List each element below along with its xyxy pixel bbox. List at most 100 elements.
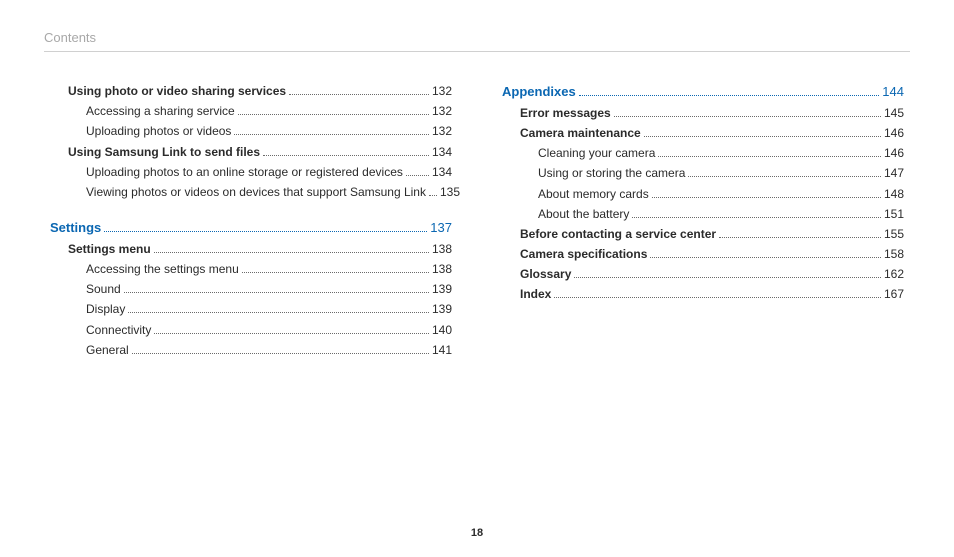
toc-entry[interactable]: Index 167 [520,285,904,304]
toc-entry-page: 158 [884,245,904,264]
toc-entry-page: 132 [432,82,452,101]
toc-entry[interactable]: Display 139 [86,300,452,319]
toc-entry-page: 148 [884,185,904,204]
toc-column: Appendixes144Error messages145Camera mai… [502,82,904,361]
toc-entry-label: Display [86,300,125,319]
toc-entry-page: 145 [884,104,904,123]
toc-entry-label: Accessing a sharing service [86,102,235,121]
toc-entry[interactable]: About the battery 151 [538,205,904,224]
page: Contents Using photo or video sharing se… [0,0,954,557]
toc-entry[interactable]: About memory cards 148 [538,185,904,204]
toc-column: Using photo or video sharing services 132… [50,82,452,361]
toc-entry-label: Uploading photos or videos [86,122,231,141]
toc-entry[interactable]: Using Samsung Link to send files 134 [68,143,452,162]
dot-leader [242,264,429,273]
toc-entry-page: 139 [432,280,452,299]
toc-entry-page: 147 [884,164,904,183]
toc-entry-page: 134 [432,163,452,182]
toc-entry[interactable]: Camera specifications158 [520,245,904,264]
toc-entry[interactable]: Viewing photos or videos on devices that… [86,183,452,202]
toc-entry-label: Viewing photos or videos on devices that… [86,183,426,202]
header-rule [44,51,910,52]
toc-entry[interactable]: Glossary 162 [520,265,904,284]
dot-leader [652,189,881,198]
toc-entry[interactable]: Accessing a sharing service 132 [86,102,452,121]
toc-entry-label: Appendixes [502,82,576,103]
toc-entry-label: Uploading photos to an online storage or… [86,163,403,182]
dot-leader [263,147,429,156]
toc-entry-page: 146 [884,144,904,163]
toc-entry-page: 151 [884,205,904,224]
toc-entry-page: 162 [884,265,904,284]
dot-leader [650,249,881,258]
dot-leader [104,223,427,232]
toc-entry-page: 137 [430,218,452,239]
toc-entry-label: Camera maintenance [520,124,641,143]
toc-entry-page: 135 [440,183,460,202]
toc-entry-page: 155 [884,225,904,244]
toc-entry-label: Connectivity [86,321,151,340]
toc-entry-label: Using Samsung Link to send files [68,143,260,162]
toc-entry-label: Cleaning your camera [538,144,655,163]
toc-entry-page: 138 [432,240,452,259]
dot-leader [644,128,881,137]
toc-entry-label: Index [520,285,551,304]
header-title: Contents [44,30,904,45]
toc-entry-label: Error messages [520,104,611,123]
toc-entry-label: Before contacting a service center [520,225,716,244]
toc-entry[interactable]: Camera maintenance 146 [520,124,904,143]
dot-leader [154,244,429,253]
toc-entry-page: 167 [884,285,904,304]
dot-leader [154,325,429,334]
toc-entry-page: 140 [432,321,452,340]
toc-entry-label: Accessing the settings menu [86,260,239,279]
toc-entry-label: Glossary [520,265,571,284]
toc-entry-label: About memory cards [538,185,649,204]
toc-columns: Using photo or video sharing services 132… [50,82,904,361]
dot-leader [238,106,429,115]
toc-entry-page: 139 [432,300,452,319]
toc-entry-page: 132 [432,102,452,121]
toc-entry[interactable]: General 141 [86,341,452,360]
dot-leader [579,87,880,96]
toc-entry[interactable]: Before contacting a service center 155 [520,225,904,244]
dot-leader [719,229,881,238]
dot-leader [658,148,881,157]
toc-entry-label: Sound [86,280,121,299]
dot-leader [688,168,881,177]
toc-entry[interactable]: Connectivity 140 [86,321,452,340]
toc-entry-label: Settings menu [68,240,151,259]
toc-entry-page: 141 [432,341,452,360]
dot-leader [128,304,429,313]
toc-entry-page: 146 [884,124,904,143]
dot-leader [289,86,429,95]
toc-entry[interactable]: Using or storing the camera 147 [538,164,904,183]
dot-leader [614,108,881,117]
toc-entry[interactable]: Uploading photos or videos 132 [86,122,452,141]
dot-leader [132,345,429,354]
toc-entry-label: About the battery [538,205,629,224]
toc-entry-page: 134 [432,143,452,162]
toc-entry-label: General [86,341,129,360]
toc-entry[interactable]: Using photo or video sharing services 132 [68,82,452,101]
dot-leader [124,284,429,293]
dot-leader [554,289,881,298]
toc-entry-label: Using or storing the camera [538,164,685,183]
toc-entry[interactable]: Error messages 145 [520,104,904,123]
dot-leader [429,187,437,196]
toc-entry[interactable]: Settings 137 [50,218,452,239]
toc-entry-label: Settings [50,218,101,239]
toc-entry[interactable]: Appendixes144 [502,82,904,103]
dot-leader [574,269,881,278]
toc-entry-page: 132 [432,122,452,141]
toc-entry[interactable]: Settings menu 138 [68,240,452,259]
toc-entry[interactable]: Sound 139 [86,280,452,299]
dot-leader [406,167,429,176]
toc-entry[interactable]: Accessing the settings menu 138 [86,260,452,279]
toc-entry[interactable]: Cleaning your camera 146 [538,144,904,163]
toc-entry-label: Using photo or video sharing services [68,82,286,101]
footer-page-number: 18 [0,527,954,539]
toc-entry[interactable]: Uploading photos to an online storage or… [86,163,452,182]
dot-leader [632,209,881,218]
toc-entry-page: 138 [432,260,452,279]
